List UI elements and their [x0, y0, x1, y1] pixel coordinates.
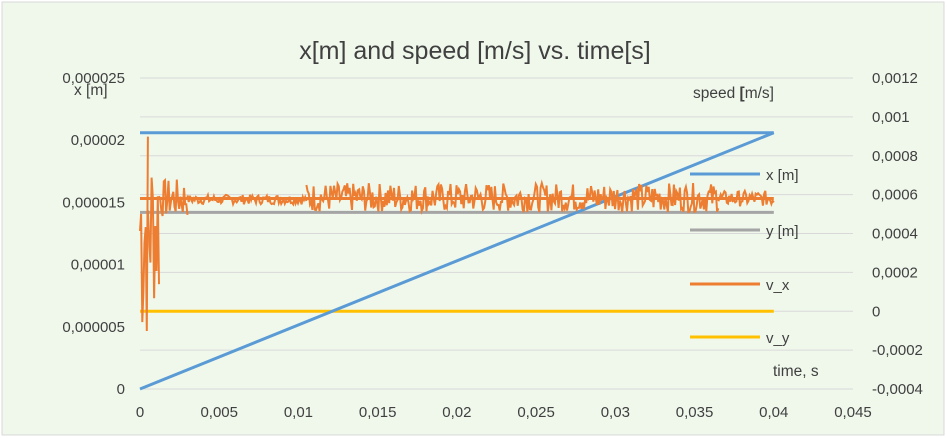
chart-title: x[m] and speed [m/s] vs. time[s]: [299, 37, 651, 65]
x-tick-label: 0,04: [759, 404, 788, 421]
series-v-x-band: [146, 177, 160, 299]
right-axis-title-suffix: m/s]: [745, 85, 774, 102]
y-left-tick-label: 0: [117, 381, 125, 398]
y-left-tick-label: 0,000025: [62, 70, 125, 87]
y-left-tick-label: 0,000005: [62, 319, 125, 336]
y-right-tick-label: 0,0002: [872, 264, 918, 281]
right-axis-title-prefix: speed: [693, 85, 740, 102]
y-right-tick-label: 0,0006: [872, 187, 918, 204]
legend-label: y [m]: [766, 223, 799, 240]
right-axis-title: speed [m/s]: [693, 85, 774, 102]
series-layer: [139, 131, 775, 391]
x-tick-label: 0,02: [442, 404, 471, 421]
y-right-tick-label: -0,0002: [872, 342, 923, 359]
legend-label: v_x: [766, 277, 790, 294]
x-axis-title: time, s: [773, 363, 819, 380]
legend: x [m] y [m] v_x v_y: [690, 167, 799, 347]
x-tick-label: 0,015: [359, 404, 397, 421]
y-left-tick-label: 0,000015: [62, 194, 125, 211]
y-right-tick-label: 0,0012: [872, 70, 918, 87]
y-right-tick-label: 0,0004: [872, 226, 918, 243]
series-v-x-band: [717, 188, 775, 208]
tick-labels: 0 0,005 0,01 0,015 0,02 0,025 0,03 0,035 0,04 0,0…: [62, 70, 922, 421]
legend-label: x [m]: [766, 167, 799, 184]
y-right-tick-label: 0,0008: [872, 148, 918, 165]
x-tick-label: 0,005: [200, 404, 238, 421]
series-v-x-band: [158, 177, 189, 217]
legend-label: v_y: [766, 330, 790, 347]
x-tick-label: 0,035: [676, 404, 714, 421]
x-tick-label: 0,025: [517, 404, 555, 421]
y-right-tick-label: 0: [872, 303, 880, 320]
right-axis-title-bracket: [: [740, 85, 745, 102]
y-left-tick-label: 0,00002: [71, 132, 125, 149]
series-v-x-band: [139, 136, 149, 332]
x-tick-label: 0,03: [601, 404, 630, 421]
series-x-m-line: [139, 131, 775, 391]
left-axis-title: x [m]: [74, 82, 108, 99]
x-tick-label: 0: [136, 404, 144, 421]
x-tick-label: 0,01: [284, 404, 313, 421]
x-tick-label: 0,045: [834, 404, 872, 421]
y-right-tick-label: 0,001: [872, 109, 910, 126]
y-left-tick-label: 0,00001: [71, 257, 125, 274]
y-right-tick-label: -0,0004: [872, 381, 923, 398]
